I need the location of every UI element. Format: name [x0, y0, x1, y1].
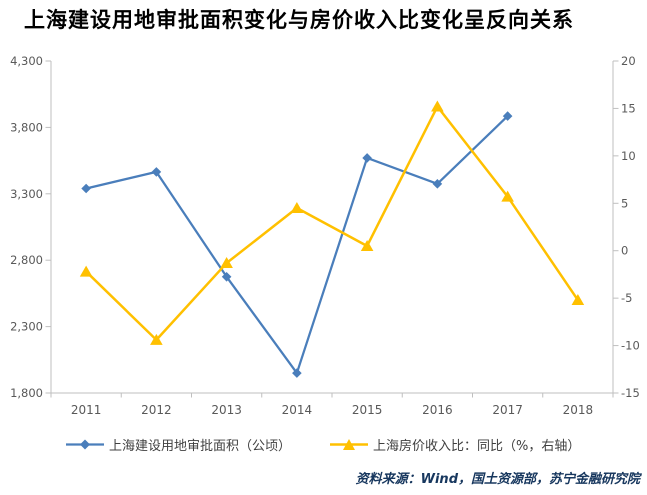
x-axis-tick-label: 2017: [492, 403, 523, 417]
y-axis-left-tick-label: 2,300: [10, 320, 43, 334]
y-axis-right-tick-label: -10: [621, 339, 640, 353]
series-price-income-ratio: [79, 100, 585, 345]
x-axis: 2011 2012 2013 2014 2015 2016 2017 2018: [50, 393, 614, 417]
data-point-marker: [360, 239, 374, 251]
y-axis-left-tick-label: 3,800: [10, 120, 43, 134]
y-axis-right-tick-label: 10: [621, 149, 636, 163]
x-axis-tick-label: 2013: [211, 403, 242, 417]
diamond-marker-icon: [66, 439, 104, 449]
legend-item-land-area: 上海建设用地审批面积（公顷）: [66, 436, 292, 454]
data-point-marker: [221, 272, 232, 282]
data-point-marker: [501, 190, 514, 202]
x-axis-tick-label: 2015: [352, 403, 383, 417]
y-axis-left-tick-label: 1,800: [10, 386, 43, 400]
legend-item-price-income-ratio: 上海房价收入比：同比（%，右轴）: [330, 436, 581, 454]
data-point-marker: [502, 111, 513, 121]
chart-title: 上海建设用地审批面积变化与房价收入比变化呈反向关系: [24, 8, 574, 32]
data-point-marker: [571, 294, 585, 306]
y-axis-left-tick-label: 4,300: [10, 54, 43, 68]
y-axis-left-tick-label: 2,800: [10, 253, 43, 267]
y-axis-right-tick-label: 0: [621, 244, 628, 258]
x-axis-tick-label: 2014: [282, 403, 313, 417]
y-axis-right-tick-label: 5: [621, 196, 628, 210]
x-axis-tick-label: 2012: [141, 403, 172, 417]
data-point-marker: [290, 202, 304, 214]
y-axis-right-tick-label: 20: [621, 54, 636, 68]
data-point-marker: [432, 179, 443, 189]
y-axis-right-tick-label: -5: [621, 291, 632, 305]
data-point-marker: [431, 100, 444, 112]
data-point-marker: [79, 265, 93, 277]
x-axis-tick-label: 2011: [71, 403, 102, 417]
y-axis-right: 20 15 10 5 0 -5 -10 -15: [613, 54, 640, 400]
x-axis-tick-label: 2018: [563, 403, 594, 417]
data-point-marker: [362, 153, 372, 163]
y-axis-left-tick-label: 3,300: [10, 187, 43, 201]
series-land-area: [81, 111, 513, 378]
x-axis-tick-label: 2016: [422, 403, 453, 417]
legend-label-land-area: 上海建设用地审批面积（公顷）: [109, 438, 292, 454]
source-note: 资料来源：Wind，国土资源部，苏宁金融研究院: [355, 472, 640, 487]
data-point-marker: [151, 167, 162, 177]
chart-canvas: 4,3003,8003,3002,8002,3001,80020151050-5…: [10, 54, 640, 417]
y-axis-right-tick-label: -15: [621, 386, 640, 400]
data-point-marker: [292, 368, 302, 378]
data-point-marker: [220, 257, 233, 269]
data-point-marker: [81, 183, 91, 194]
triangle-marker-icon: [330, 438, 368, 450]
y-axis-left: 4,300 3,800 3,300 2,800 2,300 1,800: [10, 54, 51, 400]
y-axis-right-tick-label: 15: [621, 101, 636, 115]
data-point-marker: [150, 333, 163, 345]
legend-label-price-income-ratio: 上海房价收入比：同比（%，右轴）: [373, 438, 581, 454]
